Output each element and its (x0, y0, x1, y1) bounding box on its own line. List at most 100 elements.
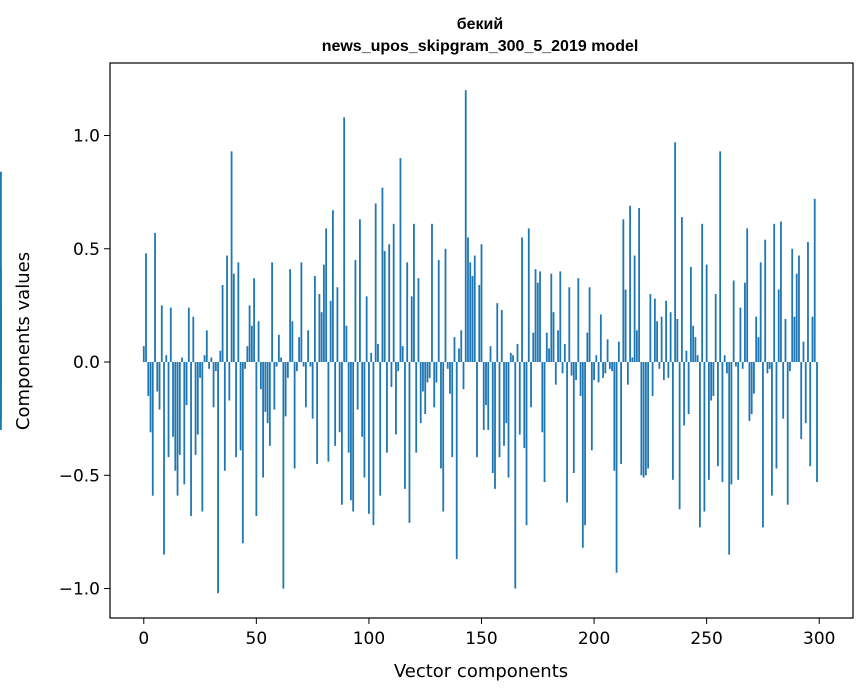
bar-256 (719, 151, 722, 363)
x-axis-label: Vector components (394, 661, 568, 682)
y-axis-label: Components values (13, 252, 34, 430)
bar-105 (379, 362, 382, 496)
bar-218 (633, 255, 636, 363)
bar-155 (491, 362, 494, 474)
bar-189 (568, 287, 571, 363)
bar-247 (699, 362, 701, 528)
bar-302 (0, 362, 2, 421)
bar-215 (626, 362, 629, 385)
bar-96 (359, 219, 361, 363)
bar-123 (419, 362, 422, 424)
bar-250 (705, 264, 708, 363)
bar-262 (732, 280, 735, 363)
bar-101 (370, 352, 373, 363)
bar-69 (298, 337, 301, 363)
bar-89 (343, 117, 346, 363)
bar-224 (647, 362, 650, 469)
bar-125 (424, 362, 427, 415)
bar-238 (678, 362, 681, 510)
bar-283 (780, 221, 782, 363)
bar-36 (223, 362, 226, 471)
bar-87 (338, 362, 341, 433)
bar-196 (584, 362, 586, 526)
bar-182 (552, 312, 555, 363)
bar-132 (440, 362, 442, 469)
y-tick-label: 0.0 (73, 353, 100, 373)
bar-40 (232, 273, 235, 363)
bar-49 (253, 278, 255, 363)
bar-181 (550, 273, 553, 363)
bar-98 (363, 362, 366, 478)
bar-113 (397, 362, 400, 372)
bar-0 (142, 346, 145, 363)
bar-90 (345, 325, 348, 363)
bar-126 (426, 362, 429, 383)
bar-198 (588, 287, 591, 363)
plot-frame (109, 62, 854, 619)
bar-216 (629, 205, 631, 363)
bar-210 (615, 362, 618, 573)
bar-279 (771, 362, 773, 496)
bar-288 (791, 248, 794, 363)
bar-73 (307, 330, 310, 363)
bar-222 (642, 362, 645, 478)
bar-79 (320, 312, 323, 363)
bar-292 (800, 362, 803, 440)
bar-235 (671, 362, 674, 480)
bar-72 (304, 362, 307, 408)
bar-152 (485, 362, 487, 406)
bar-229 (658, 362, 661, 369)
bar-8 (160, 305, 163, 363)
bar-295 (807, 241, 809, 363)
bar-276 (764, 239, 767, 363)
bar-190 (570, 362, 573, 376)
bar-39 (230, 151, 233, 363)
bar-67 (293, 362, 296, 469)
bar-170 (525, 362, 528, 526)
bar-164 (512, 355, 514, 363)
bar-200 (593, 362, 595, 381)
bar-59 (275, 362, 278, 367)
bar-94 (354, 260, 357, 363)
bar-137 (451, 362, 454, 458)
bar-30 (210, 357, 213, 363)
bar-77 (316, 362, 319, 464)
bar-140 (458, 348, 460, 363)
bar-225 (649, 294, 652, 363)
bar-231 (662, 362, 665, 381)
x-tick-label: 250 (690, 629, 722, 649)
bar-275 (762, 362, 764, 528)
bar-274 (759, 262, 762, 363)
bar-268 (746, 228, 749, 363)
bar-294 (804, 362, 807, 424)
bar-282 (777, 289, 780, 363)
bar-193 (577, 278, 580, 363)
bar-18 (183, 362, 186, 485)
bar-146 (471, 275, 474, 363)
chart-title: бекий (457, 16, 503, 33)
bar-299 (816, 362, 818, 483)
bar-285 (784, 318, 787, 363)
bar-270 (750, 362, 753, 415)
bar-237 (676, 318, 679, 363)
bar-209 (613, 362, 616, 471)
bar-63 (284, 362, 287, 417)
bar-144 (467, 237, 469, 363)
bar-253 (712, 362, 715, 396)
bar-163 (509, 352, 512, 363)
bar-54 (264, 362, 267, 412)
bar-166 (516, 343, 519, 363)
bar-160 (503, 362, 505, 446)
bar-85 (334, 362, 337, 446)
bar-156 (494, 362, 496, 489)
bar-33 (217, 362, 219, 594)
bar-242 (687, 362, 690, 415)
bar-128 (431, 223, 433, 363)
bar-267 (744, 282, 746, 363)
y-tick-label: −0.5 (59, 466, 100, 486)
bar-180 (548, 348, 550, 363)
bar-17 (181, 357, 183, 363)
bar-220 (638, 207, 641, 363)
bar-186 (561, 362, 564, 374)
bar-62 (282, 362, 285, 589)
